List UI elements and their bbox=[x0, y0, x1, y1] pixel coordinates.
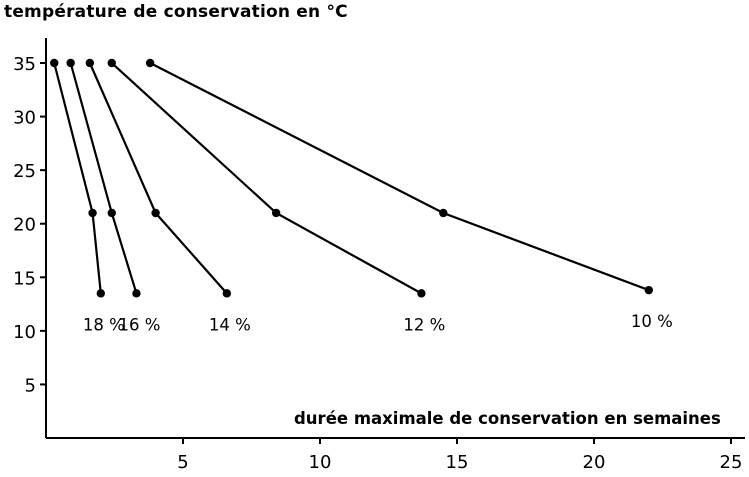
y-axis-label: température de conservation en °C bbox=[4, 2, 348, 22]
series-label: 16 % bbox=[118, 315, 160, 334]
x-axis-label: durée maximale de conservation en semain… bbox=[294, 409, 721, 428]
data-point bbox=[145, 58, 155, 68]
data-point bbox=[151, 208, 160, 218]
data-point bbox=[222, 289, 232, 298]
data-point bbox=[66, 58, 75, 68]
x-tick-label: 10 bbox=[309, 452, 332, 473]
series-label: 10 % bbox=[631, 312, 673, 331]
x-tick-label: 15 bbox=[446, 452, 469, 473]
series-line bbox=[88, 62, 228, 295]
data-point bbox=[132, 289, 141, 298]
y-tick-label: 30 bbox=[13, 108, 36, 129]
data-point bbox=[271, 208, 281, 218]
data-point bbox=[417, 289, 426, 298]
data-point bbox=[107, 58, 116, 68]
data-point bbox=[439, 208, 448, 218]
y-tick-label: 10 bbox=[13, 322, 36, 343]
series-label: 14 % bbox=[209, 315, 251, 334]
data-point bbox=[96, 289, 106, 298]
y-tick-label: 15 bbox=[13, 268, 36, 289]
series-label: 18 % bbox=[83, 315, 125, 334]
data-point bbox=[50, 58, 59, 68]
series-line bbox=[149, 62, 650, 292]
series-line bbox=[69, 62, 138, 294]
y-tick-label: 5 bbox=[25, 375, 36, 396]
data-point bbox=[88, 208, 97, 218]
series-label: 12 % bbox=[403, 315, 445, 334]
data-point bbox=[107, 208, 116, 218]
series-line bbox=[53, 62, 102, 294]
data-point bbox=[644, 285, 653, 295]
y-tick-label: 35 bbox=[13, 54, 36, 75]
x-tick-label: 25 bbox=[720, 452, 743, 473]
y-tick-label: 20 bbox=[13, 215, 36, 236]
data-point bbox=[85, 58, 95, 68]
x-tick-label: 20 bbox=[583, 452, 606, 473]
y-tick-label: 25 bbox=[13, 161, 36, 182]
x-tick-label: 5 bbox=[177, 452, 188, 473]
